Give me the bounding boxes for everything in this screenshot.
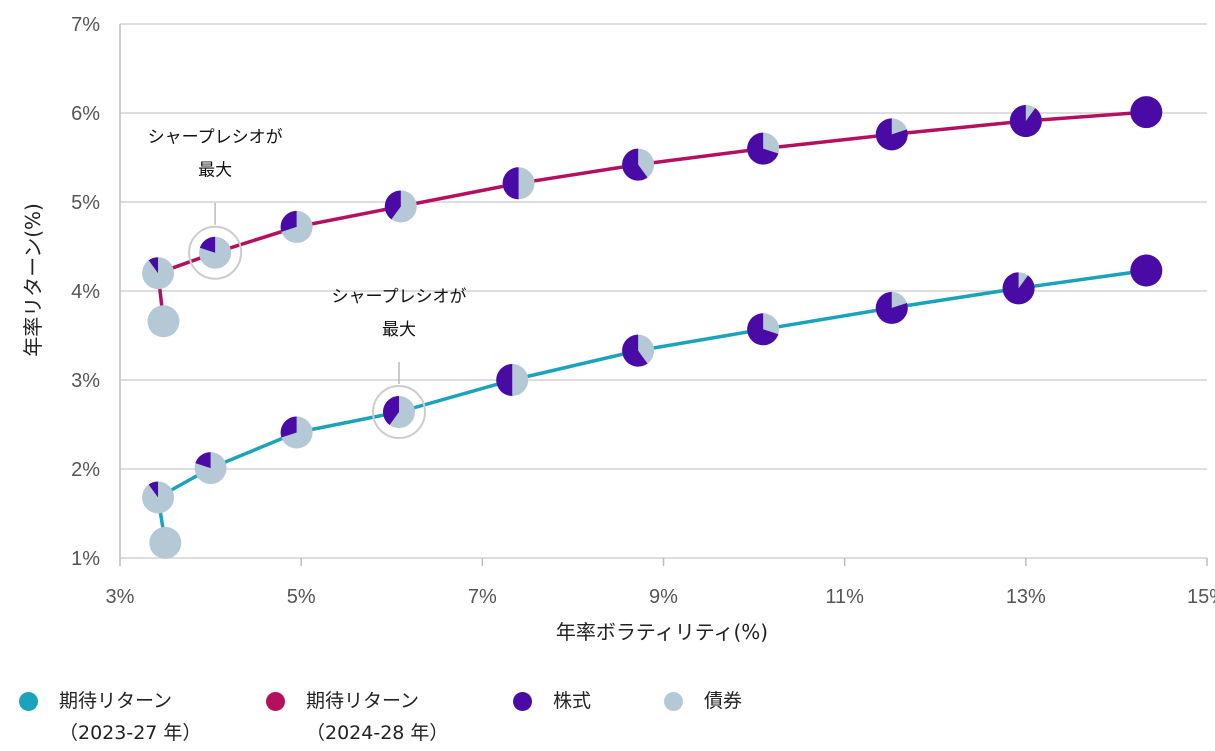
pie-marker [280,416,313,449]
pie-marker [622,148,655,181]
pie-marker [622,334,655,367]
x-axis-label: 年率ボラティリティ(%) [556,620,768,644]
legend-label: 株式 [553,690,592,712]
stock-slice [195,452,211,469]
pie-marker [502,167,535,200]
legend: 期待リターン （2023-27 年） 期待リターン （2024-28 年） 株式… [0,688,1215,748]
stock-slice [148,481,159,498]
highlight-ring [371,385,426,440]
legend-label: 債券 [704,690,743,712]
pie-marker [496,364,529,397]
y-tick-label: 2% [71,459,100,481]
pie-marker [875,291,908,324]
stock-slice [148,257,159,274]
y-tick-label: 7% [71,14,100,36]
pie-marker [747,132,780,165]
legend-swatch [266,692,285,711]
legend-swatch [664,692,683,711]
stock-slice [496,364,513,397]
pie-marker [747,313,780,346]
pie-marker [1130,96,1163,129]
stock-slice [875,291,908,324]
annotation-text: シャープレシオが [332,287,467,307]
annotation-text: 最大 [382,320,416,340]
x-tick-label: 5% [287,586,316,608]
stock-slice [502,167,519,200]
x-tick-label: 13% [1006,586,1046,608]
annotation-text: 最大 [198,161,232,181]
legend-label: 期待リターン [306,690,420,712]
stock-slice [1009,105,1042,138]
stock-slice [747,132,779,165]
bond-slice [147,305,180,338]
pie-marker [280,210,313,243]
y-tick-label: 6% [71,103,100,125]
pie-marker [384,190,417,223]
pie-marker [199,236,232,269]
y-tick-label: 4% [71,281,100,303]
y-tick-label: 3% [71,370,100,392]
stock-slice [1002,272,1035,305]
stock-slice [384,190,401,220]
y-tick-labels: 1% 2% 3% 4% 5% 6% 7% [71,14,100,570]
pie-marker [142,257,175,290]
x-tick-label: 3% [106,586,135,608]
stock-slice [383,396,399,425]
series-lines [156,110,1147,544]
y-tick-label: 1% [71,548,100,570]
stock-slice [280,416,297,438]
legend-swatch [19,692,38,711]
y-axis-label: 年率リターン(%) [21,203,45,357]
chart: 1% 2% 3% 4% 5% 6% 7% 3% 5% 7% 9% 11% 13% 15% シャープレシオ… [21,14,1215,644]
pie-marker [1002,272,1035,305]
legend-label: 期待リターン [59,690,173,712]
x-tick-label: 15% [1187,586,1215,608]
pie-markers [142,96,1163,559]
legend-swatch [513,692,532,711]
series-line-0 [156,268,1147,544]
legend-sublabel: （2023-27 年） [59,722,202,744]
stock-slice [747,313,779,346]
pie-marker [1130,254,1163,287]
pie-marker [382,396,415,429]
bond-slice [149,526,182,559]
stock-slice [1130,254,1163,287]
pie-marker [194,452,227,485]
highlight-ring [188,225,243,280]
stock-slice [1130,96,1163,129]
pie-marker [875,118,908,151]
pie-marker [1009,105,1042,138]
legend-sublabel: （2024-28 年） [306,722,449,744]
stock-slice [622,334,648,367]
gridlines [119,23,1208,566]
pie-marker [147,305,180,338]
stock-slice [199,236,216,253]
stock-slice [280,210,297,232]
annotation-text: シャープレシオが [148,128,283,148]
stock-slice [622,148,648,181]
x-tick-label: 11% [825,586,864,608]
x-tick-label: 9% [649,586,678,608]
y-tick-label: 5% [71,192,100,214]
pie-marker [142,481,175,514]
x-tick-label: 7% [468,586,497,608]
pie-marker [149,526,182,559]
x-tick-labels: 3% 5% 7% 9% 11% 13% 15% [106,586,1215,608]
stock-slice [875,118,908,151]
